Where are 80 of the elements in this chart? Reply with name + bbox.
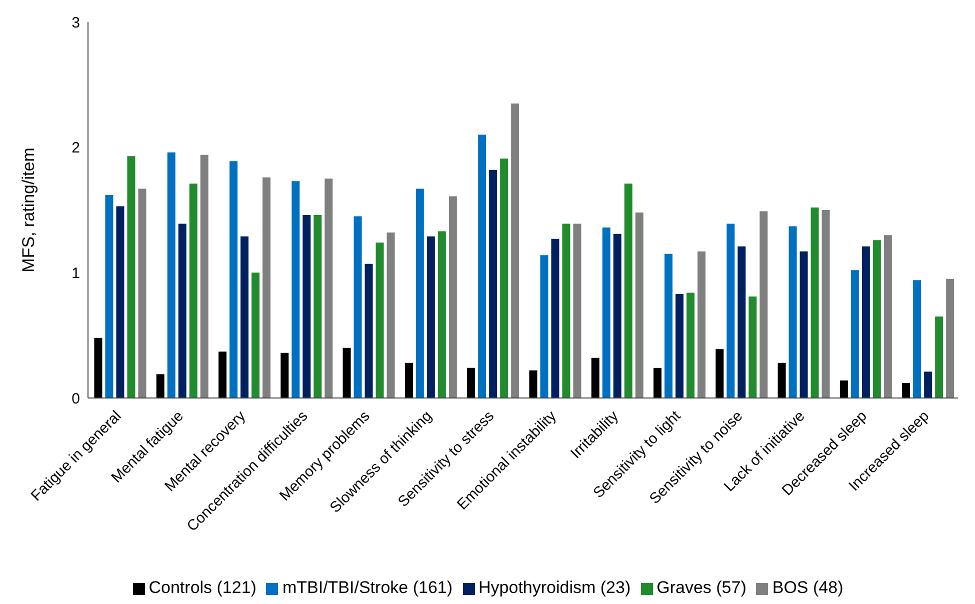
bar xyxy=(438,231,446,398)
bar xyxy=(262,177,270,398)
bar xyxy=(698,251,706,398)
bar xyxy=(635,212,644,398)
y-tick-label: 2 xyxy=(72,140,80,157)
legend-label: mTBI/TBI/Stroke (161) xyxy=(282,578,453,597)
bar xyxy=(218,352,226,398)
bar xyxy=(354,216,362,398)
bar xyxy=(178,224,186,398)
bar xyxy=(540,255,548,398)
bar xyxy=(386,232,395,398)
bar xyxy=(105,194,114,398)
bar xyxy=(654,368,662,398)
bar xyxy=(613,234,622,398)
bar xyxy=(664,254,672,398)
bar xyxy=(624,184,632,398)
bar xyxy=(529,370,538,398)
bar xyxy=(562,224,570,398)
bar xyxy=(862,246,870,398)
bar xyxy=(778,362,786,398)
bar xyxy=(240,236,248,398)
y-tick-label: 0 xyxy=(72,390,80,408)
bar xyxy=(850,270,859,398)
legend-label: BOS (48) xyxy=(772,578,844,597)
bar xyxy=(127,156,136,398)
bar xyxy=(716,349,724,398)
y-axis-title: MFS, rating/item xyxy=(19,148,38,272)
bar xyxy=(500,158,508,398)
bar xyxy=(788,226,797,398)
bar xyxy=(573,224,582,398)
bar xyxy=(511,103,520,398)
bar xyxy=(252,272,260,398)
bar xyxy=(822,210,830,398)
y-tick-label: 3 xyxy=(72,14,80,32)
bar xyxy=(902,382,910,398)
bar xyxy=(602,228,610,398)
bar xyxy=(760,211,768,398)
bar xyxy=(404,362,413,398)
bar xyxy=(924,372,932,398)
bar xyxy=(167,152,176,398)
bar xyxy=(591,358,600,398)
bar xyxy=(364,264,373,398)
bar xyxy=(116,206,124,398)
bar xyxy=(748,296,757,398)
bar xyxy=(189,184,198,398)
bar xyxy=(676,294,684,398)
legend-label: Graves (57) xyxy=(656,578,746,597)
bar xyxy=(738,246,746,398)
bar xyxy=(138,188,146,398)
bar xyxy=(872,240,881,398)
y-tick-label: 1 xyxy=(72,264,80,282)
bar xyxy=(448,196,457,398)
bar xyxy=(913,280,922,398)
bar xyxy=(230,161,238,398)
legend-label: Hypothyroidism (23) xyxy=(478,578,631,597)
bar xyxy=(342,348,351,398)
bar xyxy=(156,374,164,398)
bar xyxy=(324,178,333,398)
bar xyxy=(280,352,289,398)
bar xyxy=(314,215,322,398)
bar xyxy=(726,224,735,398)
bar xyxy=(426,236,435,398)
bar xyxy=(94,338,102,398)
bar xyxy=(376,242,384,398)
bar xyxy=(416,188,424,398)
bar xyxy=(810,207,819,398)
legend-label: Controls (121) xyxy=(148,578,256,597)
bar xyxy=(884,235,892,398)
bar xyxy=(840,380,848,398)
bar xyxy=(302,215,311,398)
bar xyxy=(467,368,476,398)
bar xyxy=(935,316,944,398)
bar xyxy=(489,170,498,398)
bar xyxy=(292,181,300,398)
bar xyxy=(800,251,808,398)
bar xyxy=(551,238,560,398)
bar xyxy=(478,134,486,398)
bar xyxy=(686,292,694,398)
bar xyxy=(946,278,954,398)
bar xyxy=(200,154,208,398)
